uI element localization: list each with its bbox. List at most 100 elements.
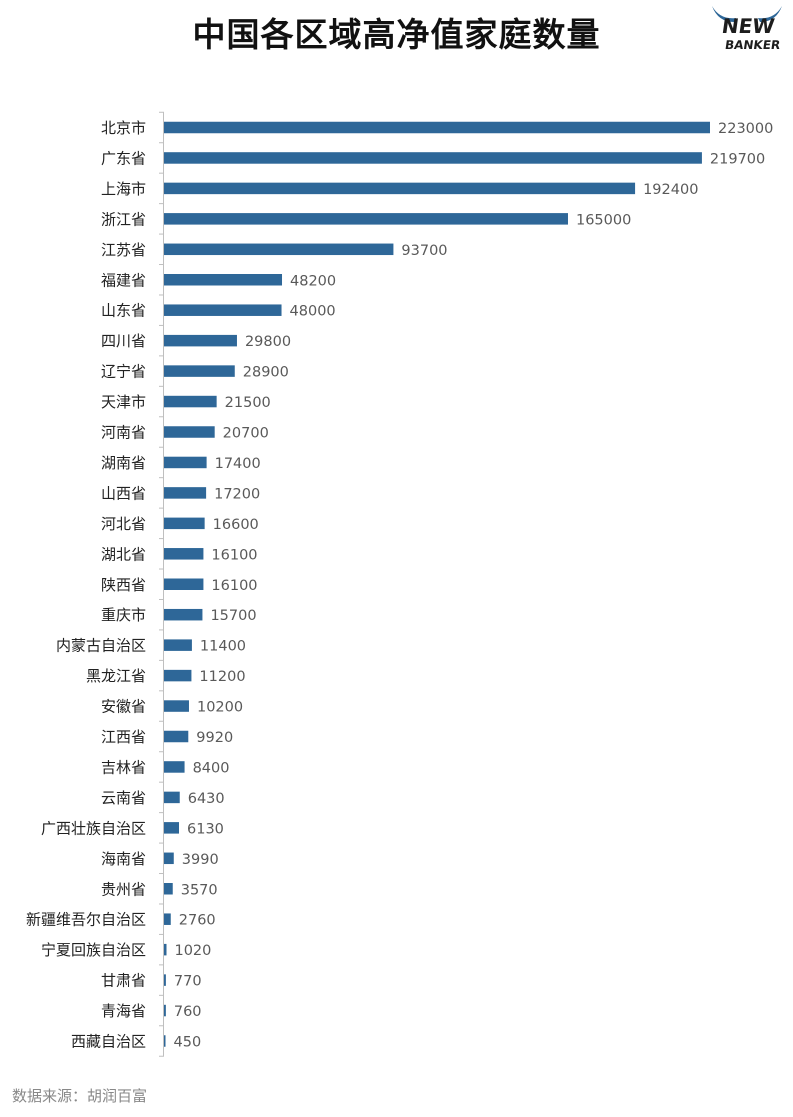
value-labels-group: 223000 219700 192400 165000 93700 48200 48000 2… <box>174 121 774 1051</box>
value-label: 6430 <box>188 791 225 807</box>
category-label: 江苏省 <box>101 241 146 259</box>
bar <box>164 608 203 621</box>
value-label: 3570 <box>181 882 218 898</box>
bar <box>164 274 283 286</box>
bar <box>164 822 180 834</box>
value-label: 21500 <box>225 395 271 411</box>
category-label: 河南省 <box>101 424 146 442</box>
value-label: 11400 <box>200 639 246 655</box>
category-label: 湖北省 <box>101 545 146 563</box>
value-label: 16100 <box>211 547 257 563</box>
source-note: 数据来源：胡润百富 <box>12 1087 148 1105</box>
category-label: 上海市 <box>101 180 146 198</box>
category-label: 青海省 <box>101 1002 146 1020</box>
bar <box>164 365 235 377</box>
bar <box>164 548 204 560</box>
category-label: 山西省 <box>101 484 146 502</box>
bar <box>164 761 185 773</box>
value-label: 9920 <box>196 730 233 746</box>
bar <box>164 730 189 743</box>
value-label: 16100 <box>211 578 257 594</box>
category-label: 新疆维吾尔自治区 <box>26 911 146 929</box>
category-label: 湖南省 <box>101 454 146 472</box>
bar <box>164 121 710 134</box>
category-label: 甘肃省 <box>101 972 146 990</box>
new-banker-logo: NEW BANKER <box>706 2 788 64</box>
value-label: 15700 <box>210 608 256 624</box>
category-label: 四川省 <box>101 332 146 350</box>
bar-chart: 北京市广东省上海市浙江省江苏省福建省山东省四川省辽宁省天津市河南省湖南省山西省河… <box>26 111 774 1057</box>
category-label: 江西省 <box>101 728 146 746</box>
value-label: 2760 <box>179 913 216 929</box>
category-label: 陕西省 <box>101 576 146 594</box>
category-label: 内蒙古自治区 <box>56 637 146 655</box>
category-label: 河北省 <box>101 515 146 533</box>
bar <box>164 395 217 408</box>
value-label: 28900 <box>243 365 289 381</box>
bar <box>164 913 171 925</box>
category-label: 云南省 <box>101 789 146 807</box>
category-label: 广西壮族自治区 <box>41 819 146 837</box>
value-label: 20700 <box>223 426 269 442</box>
bar <box>164 883 173 895</box>
value-label: 16600 <box>213 517 259 533</box>
value-label: 760 <box>174 1004 202 1020</box>
value-label: 48000 <box>290 304 336 320</box>
value-label: 29800 <box>245 334 291 350</box>
value-label: 93700 <box>401 243 447 259</box>
value-label: 10200 <box>197 700 243 716</box>
value-label: 223000 <box>718 121 773 137</box>
bar <box>164 700 189 712</box>
category-label: 山东省 <box>101 302 146 320</box>
category-label: 黑龙江省 <box>86 667 146 685</box>
bar <box>164 213 568 225</box>
bar <box>164 578 204 590</box>
value-label: 8400 <box>193 760 230 776</box>
value-label: 6130 <box>187 821 224 837</box>
value-label: 48200 <box>290 273 336 289</box>
bar <box>164 152 702 164</box>
category-label: 宁夏回族自治区 <box>41 941 146 959</box>
value-label: 17200 <box>214 486 260 502</box>
category-label: 福建省 <box>101 271 146 289</box>
bar <box>164 243 394 256</box>
value-label: 770 <box>174 974 202 990</box>
bull-horns-icon <box>712 6 782 22</box>
bar <box>164 517 205 530</box>
y-axis-ticks <box>159 111 164 1057</box>
bar <box>164 182 636 195</box>
value-label: 165000 <box>576 212 631 228</box>
bar <box>164 334 237 347</box>
bar <box>164 426 215 438</box>
category-label: 贵州省 <box>101 880 146 898</box>
bar <box>164 304 282 316</box>
bar <box>164 1035 166 1047</box>
value-label: 17400 <box>215 456 261 472</box>
category-label: 海南省 <box>101 850 146 868</box>
category-label: 北京市 <box>101 119 146 137</box>
category-label: 重庆市 <box>101 606 146 624</box>
category-label: 吉林省 <box>101 758 146 776</box>
bar <box>164 974 166 986</box>
bar <box>164 943 167 956</box>
value-label: 11200 <box>199 669 245 685</box>
value-label: 450 <box>174 1035 202 1051</box>
bar <box>164 791 180 804</box>
category-label: 天津市 <box>101 393 146 411</box>
chart-title: 中国各区域高净值家庭数量 <box>192 15 601 54</box>
bar <box>164 1004 166 1017</box>
bar <box>164 669 192 682</box>
bar <box>164 852 174 865</box>
value-label: 219700 <box>710 151 765 167</box>
value-label: 1020 <box>174 943 211 959</box>
bar <box>164 487 207 499</box>
value-label: 192400 <box>643 182 698 198</box>
bars-group <box>164 121 710 1047</box>
category-label: 浙江省 <box>101 210 146 228</box>
bar <box>164 639 192 651</box>
category-label: 西藏自治区 <box>71 1033 146 1051</box>
category-label: 广东省 <box>101 149 146 167</box>
category-labels-group: 北京市广东省上海市浙江省江苏省福建省山东省四川省辽宁省天津市河南省湖南省山西省河… <box>26 119 146 1051</box>
bar <box>164 456 207 469</box>
value-label: 3990 <box>182 852 219 868</box>
